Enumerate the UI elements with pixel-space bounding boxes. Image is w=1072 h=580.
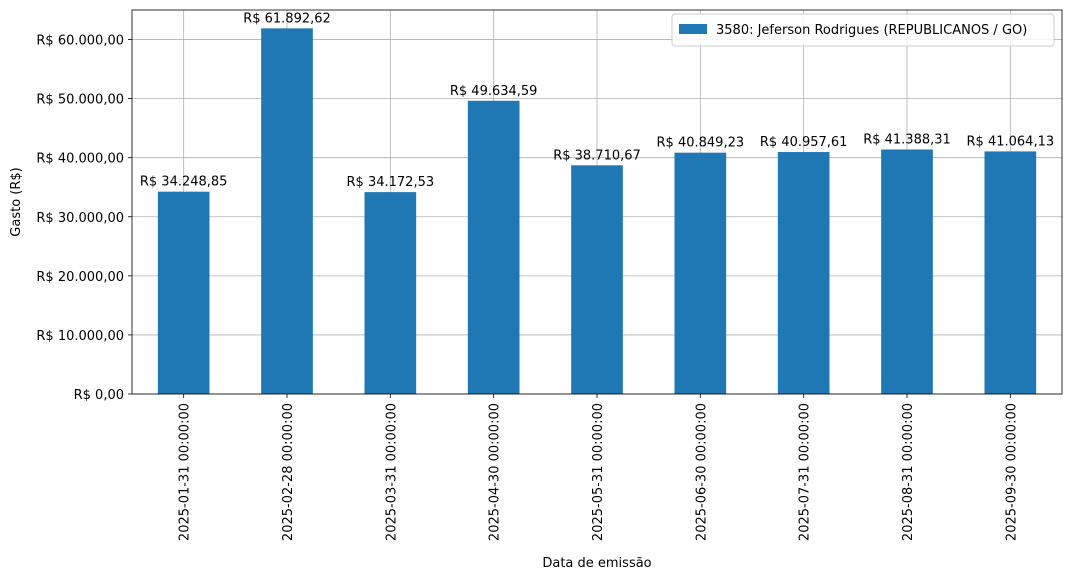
y-axis-label: Gasto (R$) [9,167,24,236]
x-tick-label: 2025-09-30 00:00:00 [1004,403,1019,541]
x-axis-label: Data de emissão [542,556,651,571]
legend-frame [671,13,1055,47]
y-tick-label: R$ 40.000,00 [36,152,124,167]
bar-value-label: R$ 61.892,62 [243,11,331,26]
bar[interactable] [881,149,933,394]
bar-value-label: R$ 40.957,61 [760,135,848,150]
bar-value-label: R$ 49.634,59 [450,84,538,99]
bar-value-label: R$ 41.064,13 [967,134,1055,149]
bar-value-label: R$ 34.248,85 [140,175,228,190]
y-tick-label: R$ 30.000,00 [36,211,124,226]
y-tick-label: R$ 50.000,00 [36,93,124,108]
x-tick-label: 2025-01-31 00:00:00 [178,403,193,541]
legend-entry: 3580: Jeferson Rodrigues (REPUBLICANOS /… [716,23,1027,38]
bar[interactable] [984,151,1037,394]
y-tick-label: R$ 20.000,00 [36,270,124,285]
x-tick-label: 2025-08-31 00:00:00 [901,403,916,541]
legend[interactable]: 3580: Jeferson Rodrigues (REPUBLICANOS /… [671,13,1055,47]
x-tick-label: 2025-05-31 00:00:00 [591,403,606,541]
bars [157,28,1037,395]
bar[interactable] [777,152,830,394]
x-tick-label: 2025-06-30 00:00:00 [694,403,709,541]
y-tick-label: R$ 10.000,00 [36,329,124,344]
x-tick-label: 2025-04-30 00:00:00 [488,403,503,541]
y-tick-label: R$ 60.000,00 [36,34,124,49]
x-tick-label: 2025-03-31 00:00:00 [384,403,399,541]
bar[interactable] [261,28,313,394]
bar[interactable] [674,152,727,394]
bar[interactable] [467,100,520,395]
bar[interactable] [157,191,210,394]
y-axis: R$ 0,00 R$ 10.000,00 R$ 20.000,00 R$ 30.000… [36,34,132,403]
y-tick-label: R$ 0,00 [74,388,124,403]
bar-value-label: R$ 34.172,53 [347,175,435,190]
bar-value-label: R$ 38.710,67 [553,148,641,163]
bar-value-label: R$ 41.388,31 [863,132,951,147]
bar[interactable] [364,192,417,394]
x-tick-label: 2025-07-31 00:00:00 [798,403,813,541]
x-axis: 2025-01-31 00:00:00 2025-02-28 00:00:00 20… [178,394,1019,541]
data-labels: R$ 34.248,85 R$ 61.892,62 R$ 34.172,53 R$ 4… [140,11,1054,190]
bar[interactable] [571,165,623,394]
legend-swatch [679,24,707,34]
bar-value-label: R$ 40.849,23 [657,136,745,151]
x-tick-label: 2025-02-28 00:00:00 [281,403,296,541]
